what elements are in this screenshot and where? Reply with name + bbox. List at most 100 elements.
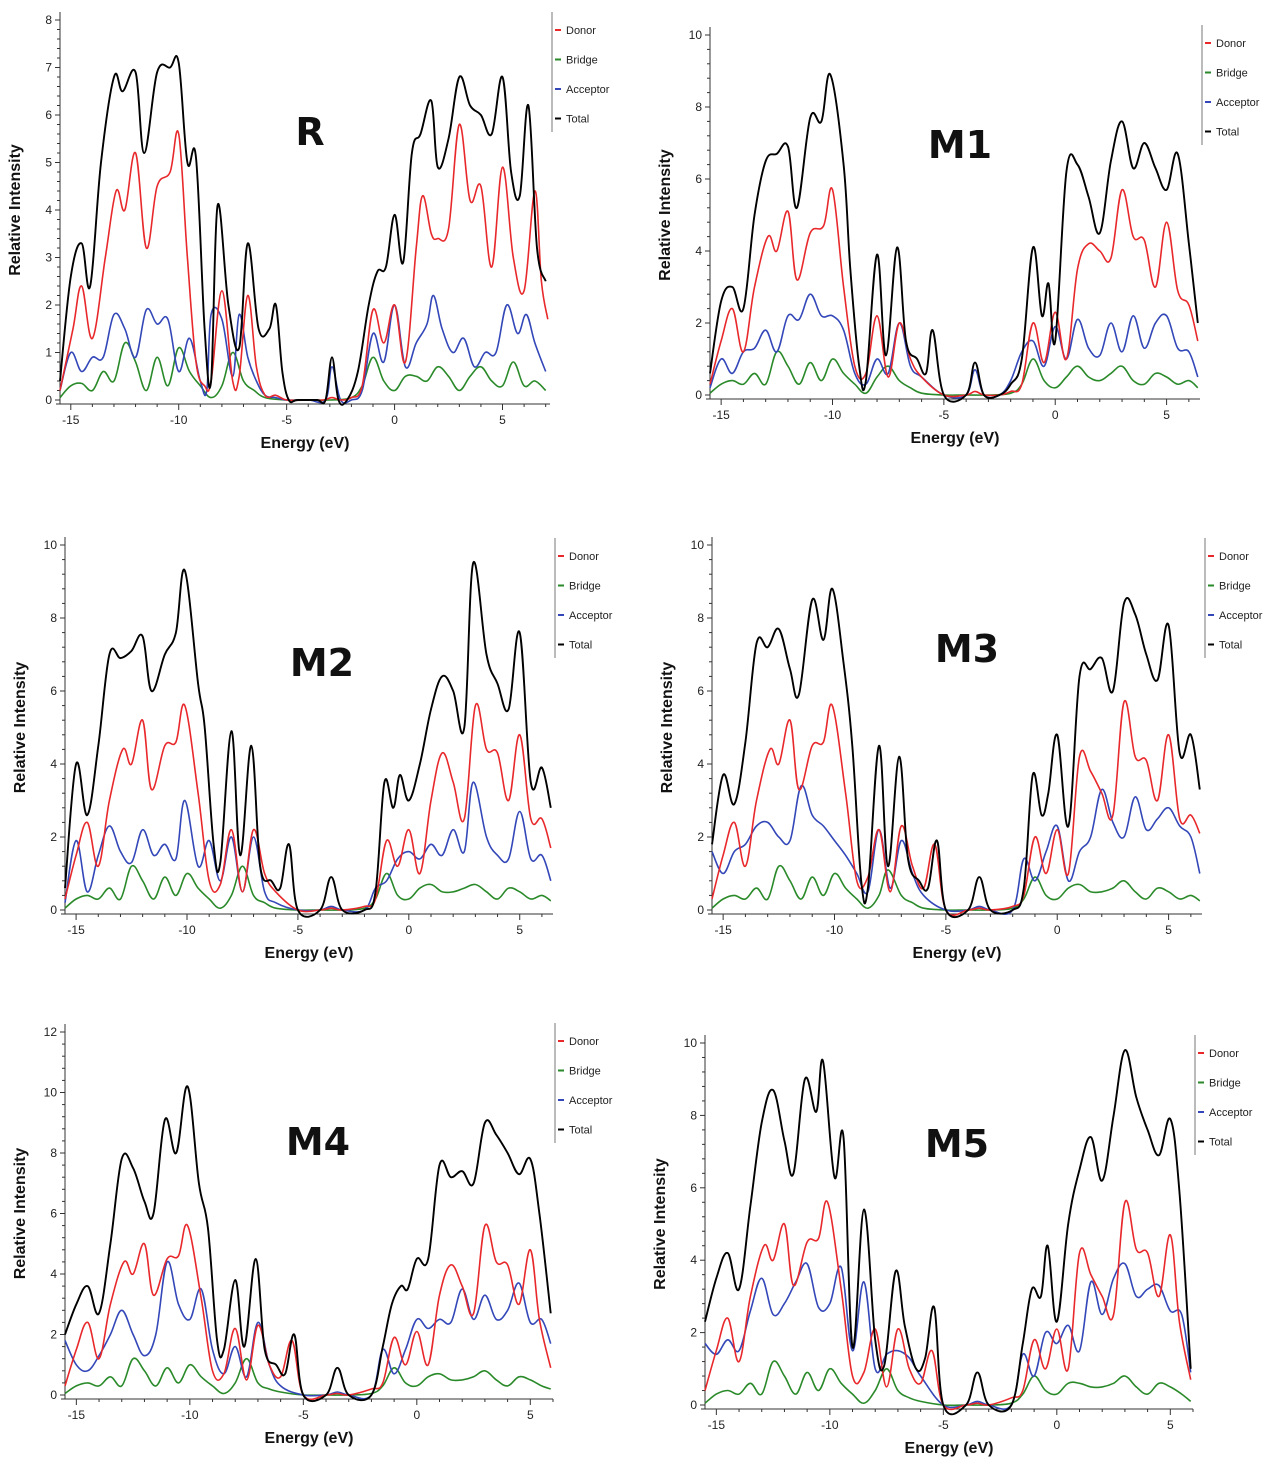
x-tick-label: -10 bbox=[824, 408, 842, 422]
legend: Donor Bridge Acceptor Total bbox=[554, 538, 613, 658]
y-tick-label: 5 bbox=[45, 156, 52, 170]
y-tick-label: 0 bbox=[695, 388, 702, 402]
panel-title: M5 bbox=[925, 1122, 989, 1166]
panel-title: M1 bbox=[928, 123, 992, 167]
legend-label-donor: Donor bbox=[569, 1036, 599, 1048]
series-line-donor bbox=[64, 702, 552, 913]
legend-label-total: Total bbox=[1219, 640, 1242, 652]
series-line-acceptor bbox=[704, 1262, 1192, 1410]
y-axis-label: Relative Intensity bbox=[12, 662, 29, 794]
legend-label-bridge: Bridge bbox=[1216, 68, 1248, 80]
y-axis-label: Relative Intensity bbox=[657, 149, 674, 281]
legend-label-total: Total bbox=[566, 114, 589, 126]
chart-panel-m3: 0 2 4 6 8 10 -15 -10 -5 0 5 Energy (eV) Relative Int… bbox=[659, 537, 1263, 962]
legend-label-bridge: Bridge bbox=[569, 1066, 601, 1078]
series-line-acceptor bbox=[64, 781, 552, 913]
x-tick-label: -10 bbox=[178, 923, 196, 937]
y-tick-label: 2 bbox=[695, 316, 702, 330]
chart-panel-m2: 0 2 4 6 8 10 -15 -10 -5 0 5 Energy (eV) Relative Int… bbox=[12, 537, 613, 962]
legend-label-acceptor: Acceptor bbox=[1216, 97, 1260, 109]
y-tick-label: 6 bbox=[695, 172, 702, 186]
series-line-acceptor bbox=[709, 293, 1199, 399]
x-tick-label: -10 bbox=[826, 923, 844, 937]
x-tick-label: -5 bbox=[293, 923, 304, 937]
y-tick-label: 6 bbox=[690, 1181, 697, 1195]
y-tick-label: 0 bbox=[50, 1388, 57, 1402]
series-line-bridge bbox=[64, 1357, 551, 1397]
legend: Donor Bridge Acceptor Total bbox=[551, 12, 610, 132]
panel-title: M4 bbox=[286, 1120, 350, 1164]
legend-label-acceptor: Acceptor bbox=[1219, 610, 1263, 622]
legend-label-bridge: Bridge bbox=[566, 55, 598, 67]
series-line-bridge bbox=[59, 341, 547, 401]
y-axis-label: Relative Intensity bbox=[652, 1158, 669, 1290]
legend-label-total: Total bbox=[569, 1125, 592, 1137]
x-tick-label: 5 bbox=[1165, 923, 1172, 937]
x-tick-label: -10 bbox=[821, 1418, 839, 1432]
series-line-total bbox=[64, 561, 552, 918]
x-tick-label: -15 bbox=[62, 413, 80, 427]
y-tick-label: 1 bbox=[45, 346, 52, 360]
x-tick-label: -15 bbox=[714, 923, 732, 937]
series-line-donor bbox=[64, 1223, 552, 1401]
x-tick-label: 0 bbox=[391, 413, 398, 427]
series-line-donor bbox=[704, 1199, 1192, 1411]
x-tick-label: -10 bbox=[170, 413, 188, 427]
y-tick-label: 2 bbox=[690, 1326, 697, 1340]
x-tick-label: 0 bbox=[1053, 1418, 1060, 1432]
y-tick-label: 8 bbox=[50, 1146, 57, 1160]
series-line-donor bbox=[59, 123, 549, 402]
legend-label-bridge: Bridge bbox=[1209, 1078, 1241, 1090]
series-line-total bbox=[711, 587, 1201, 918]
y-tick-label: 2 bbox=[50, 1328, 57, 1342]
x-tick-label: -5 bbox=[941, 923, 952, 937]
x-tick-label: -5 bbox=[939, 408, 950, 422]
legend-label-donor: Donor bbox=[569, 551, 599, 563]
x-tick-label: 5 bbox=[516, 923, 523, 937]
x-tick-label: -15 bbox=[708, 1418, 726, 1432]
series-line-bridge bbox=[704, 1360, 1192, 1407]
chart-panel-m5: 0 2 4 6 8 10 -15 -10 -5 0 5 Energy (eV) Relative Int… bbox=[652, 1035, 1253, 1457]
legend: Donor Bridge Acceptor Total bbox=[1204, 538, 1263, 658]
legend-label-donor: Donor bbox=[1209, 1048, 1239, 1060]
y-tick-label: 10 bbox=[44, 1086, 58, 1100]
y-tick-label: 2 bbox=[697, 830, 704, 844]
y-tick-label: 0 bbox=[690, 1398, 697, 1412]
axes bbox=[705, 27, 1200, 405]
y-tick-label: 8 bbox=[690, 1108, 697, 1122]
legend-label-bridge: Bridge bbox=[1219, 581, 1251, 593]
y-tick-label: 6 bbox=[50, 684, 57, 698]
y-tick-label: 0 bbox=[50, 903, 57, 917]
series-line-bridge bbox=[64, 864, 552, 911]
y-tick-label: 0 bbox=[697, 903, 704, 917]
y-tick-label: 2 bbox=[50, 830, 57, 844]
y-tick-label: 8 bbox=[695, 100, 702, 114]
legend-label-total: Total bbox=[569, 640, 592, 652]
x-axis-label: Energy (eV) bbox=[911, 430, 1000, 447]
series-line-acceptor bbox=[59, 294, 547, 404]
legend-label-total: Total bbox=[1216, 127, 1239, 139]
y-tick-label: 6 bbox=[45, 108, 52, 122]
panel-title: R bbox=[295, 110, 324, 154]
axes bbox=[707, 537, 1202, 920]
y-tick-label: 0 bbox=[45, 393, 52, 407]
series-line-total bbox=[64, 1085, 552, 1403]
series-line-total bbox=[704, 1049, 1192, 1416]
legend: Donor Bridge Acceptor Total bbox=[1194, 1035, 1253, 1155]
y-axis-label: Relative Intensity bbox=[7, 144, 24, 276]
panel-title: M2 bbox=[290, 641, 354, 685]
y-axis-label: Relative Intensity bbox=[659, 662, 676, 794]
legend: Donor Bridge Acceptor Total bbox=[554, 1023, 613, 1143]
y-tick-label: 7 bbox=[45, 61, 52, 75]
x-tick-label: -5 bbox=[281, 413, 292, 427]
y-tick-label: 10 bbox=[44, 538, 58, 552]
legend-label-donor: Donor bbox=[1219, 551, 1249, 563]
y-tick-label: 8 bbox=[697, 611, 704, 625]
chart-panel-m4: 0 2 4 6 8 10 12 -15 -10 -5 0 5 Energy (eV) Relative I… bbox=[12, 1023, 613, 1447]
y-tick-label: 4 bbox=[50, 1267, 57, 1281]
x-tick-label: 0 bbox=[405, 923, 412, 937]
x-tick-label: -15 bbox=[67, 923, 85, 937]
chart-panel-m1: 0 2 4 6 8 10 -15 -10 -5 0 5 Energy (eV) Relative Int… bbox=[657, 25, 1260, 447]
legend-label-acceptor: Acceptor bbox=[566, 84, 610, 96]
